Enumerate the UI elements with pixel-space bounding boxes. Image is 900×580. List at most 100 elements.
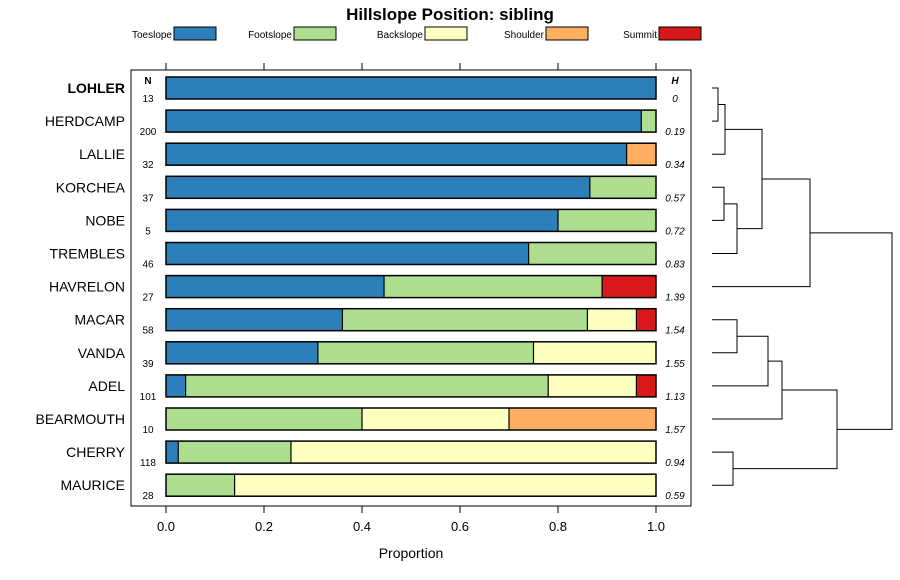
bar-outline xyxy=(165,407,657,431)
bar-outline xyxy=(165,142,657,166)
bar-segment-toeslope xyxy=(166,242,529,265)
row-maurice: MAURICE 28 0.59 xyxy=(60,473,685,502)
dendrogram-branch xyxy=(712,360,783,420)
x-tick-label: 1.0 xyxy=(647,519,665,534)
legend-label-shoulder: Shoulder xyxy=(504,30,545,41)
n-value: 27 xyxy=(142,293,154,304)
x-tick-label: 0.6 xyxy=(451,519,469,534)
x-tick-label: 0.8 xyxy=(549,519,567,534)
bar-segment-backslope xyxy=(234,474,656,497)
n-value: 58 xyxy=(142,326,154,337)
legend-label-footslope: Footslope xyxy=(248,30,292,41)
h-value: 1.13 xyxy=(665,392,685,403)
row-bearmouth: BEARMOUTH 10 1.57 xyxy=(36,407,685,436)
bar-segment-toeslope xyxy=(166,110,642,133)
bar-segment-backslope xyxy=(362,408,509,430)
h-value: 0.57 xyxy=(665,193,685,204)
bar-outline xyxy=(165,473,657,497)
dendrogram-branch xyxy=(712,451,734,486)
h-value: 1.55 xyxy=(665,359,685,370)
bar-segment-footslope xyxy=(558,209,656,232)
row-label: CHERRY xyxy=(66,444,126,460)
bar-segment-toeslope xyxy=(166,143,627,166)
h-value: 0.94 xyxy=(665,458,685,469)
dendrogram xyxy=(712,87,893,486)
bar-segment-summit xyxy=(636,308,656,331)
bar-segment-toeslope xyxy=(166,374,186,397)
row-label: LALLIE xyxy=(79,146,125,162)
bar-segment-footslope xyxy=(185,374,549,397)
bar-outline xyxy=(165,440,657,464)
legend: Toeslope Footslope Backslope Shoulder Summit xyxy=(132,26,702,41)
row-label: ADEL xyxy=(88,378,125,394)
bar-segment-toeslope xyxy=(166,441,179,464)
h-value: 0 xyxy=(672,94,678,105)
h-value: 1.57 xyxy=(665,425,685,436)
bar-outline xyxy=(165,307,657,332)
n-value: 13 xyxy=(142,94,154,105)
bar-segment-footslope xyxy=(342,308,588,331)
legend-swatch-toeslope xyxy=(173,26,217,41)
bar-outline xyxy=(165,341,657,365)
row-korchea: KORCHEA 37 0.57 xyxy=(56,175,685,204)
row-lohler: LOHLER 13 0 xyxy=(67,76,678,105)
row-herdcamp: HERDCAMP 200 0.19 xyxy=(45,109,685,138)
row-label: TREMBLES xyxy=(50,246,125,262)
legend-swatch-shoulder xyxy=(545,26,589,41)
dendrogram-branch xyxy=(712,87,719,122)
h-column-header: H xyxy=(671,76,679,87)
row-label: LOHLER xyxy=(67,80,125,96)
n-value: 32 xyxy=(142,160,154,171)
bar-segment-toeslope xyxy=(166,209,558,232)
bar-segment-footslope xyxy=(641,110,656,133)
legend-swatch-footslope xyxy=(293,26,337,41)
n-value: 37 xyxy=(142,193,154,204)
bar-segment-toeslope xyxy=(166,77,656,99)
row-label: VANDA xyxy=(78,345,126,361)
n-value: 5 xyxy=(145,226,151,237)
n-column-header: N xyxy=(144,76,151,87)
h-value: 1.39 xyxy=(665,293,685,304)
row-lallie: LALLIE 32 0.34 xyxy=(79,142,685,171)
row-label: MACAR xyxy=(74,312,125,328)
bar-outline xyxy=(165,274,657,299)
dendrogram-branch xyxy=(733,389,838,470)
n-value: 10 xyxy=(142,425,154,436)
dendrogram-branch xyxy=(712,178,811,288)
n-value: 28 xyxy=(142,491,154,502)
bar-segment-toeslope xyxy=(166,176,590,199)
h-value: 0.34 xyxy=(665,160,685,171)
legend-label-backslope: Backslope xyxy=(377,30,424,41)
n-value: 200 xyxy=(140,127,157,138)
bar-segment-footslope xyxy=(166,474,235,497)
bar-outline xyxy=(165,76,657,100)
row-label: HERDCAMP xyxy=(45,113,125,129)
bar-segment-footslope xyxy=(384,275,603,298)
row-trembles: TREMBLES 46 0.83 xyxy=(50,241,685,271)
h-value: 1.54 xyxy=(665,326,685,337)
legend-swatch-backslope xyxy=(424,26,468,41)
bar-segment-summit xyxy=(636,374,656,397)
bar-outline xyxy=(165,208,657,233)
bar-segment-shoulder xyxy=(626,143,656,166)
legend-label-summit: Summit xyxy=(623,30,657,41)
n-value: 39 xyxy=(142,359,154,370)
bar-segment-footslope xyxy=(317,341,534,364)
bar-outline xyxy=(165,241,657,266)
x-axis: 0.0 0.2 0.4 0.6 0.8 1.0 xyxy=(157,506,665,534)
x-tick-label: 0.2 xyxy=(255,519,273,534)
dendrogram-branch xyxy=(725,128,763,230)
bar-segment-toeslope xyxy=(166,308,343,331)
h-value: 0.19 xyxy=(665,127,685,138)
bar-segment-toeslope xyxy=(166,341,318,364)
bar-segment-backslope xyxy=(290,441,656,464)
bar-segment-summit xyxy=(602,275,656,298)
plot-frame xyxy=(130,69,692,507)
h-value: 0.83 xyxy=(665,260,685,271)
bar-outline xyxy=(165,374,657,398)
x-tick-label: 0.0 xyxy=(157,519,175,534)
x-axis-label: Proportion xyxy=(379,545,444,561)
dendrogram-branch xyxy=(712,335,769,387)
legend-swatch-summit xyxy=(658,26,702,41)
